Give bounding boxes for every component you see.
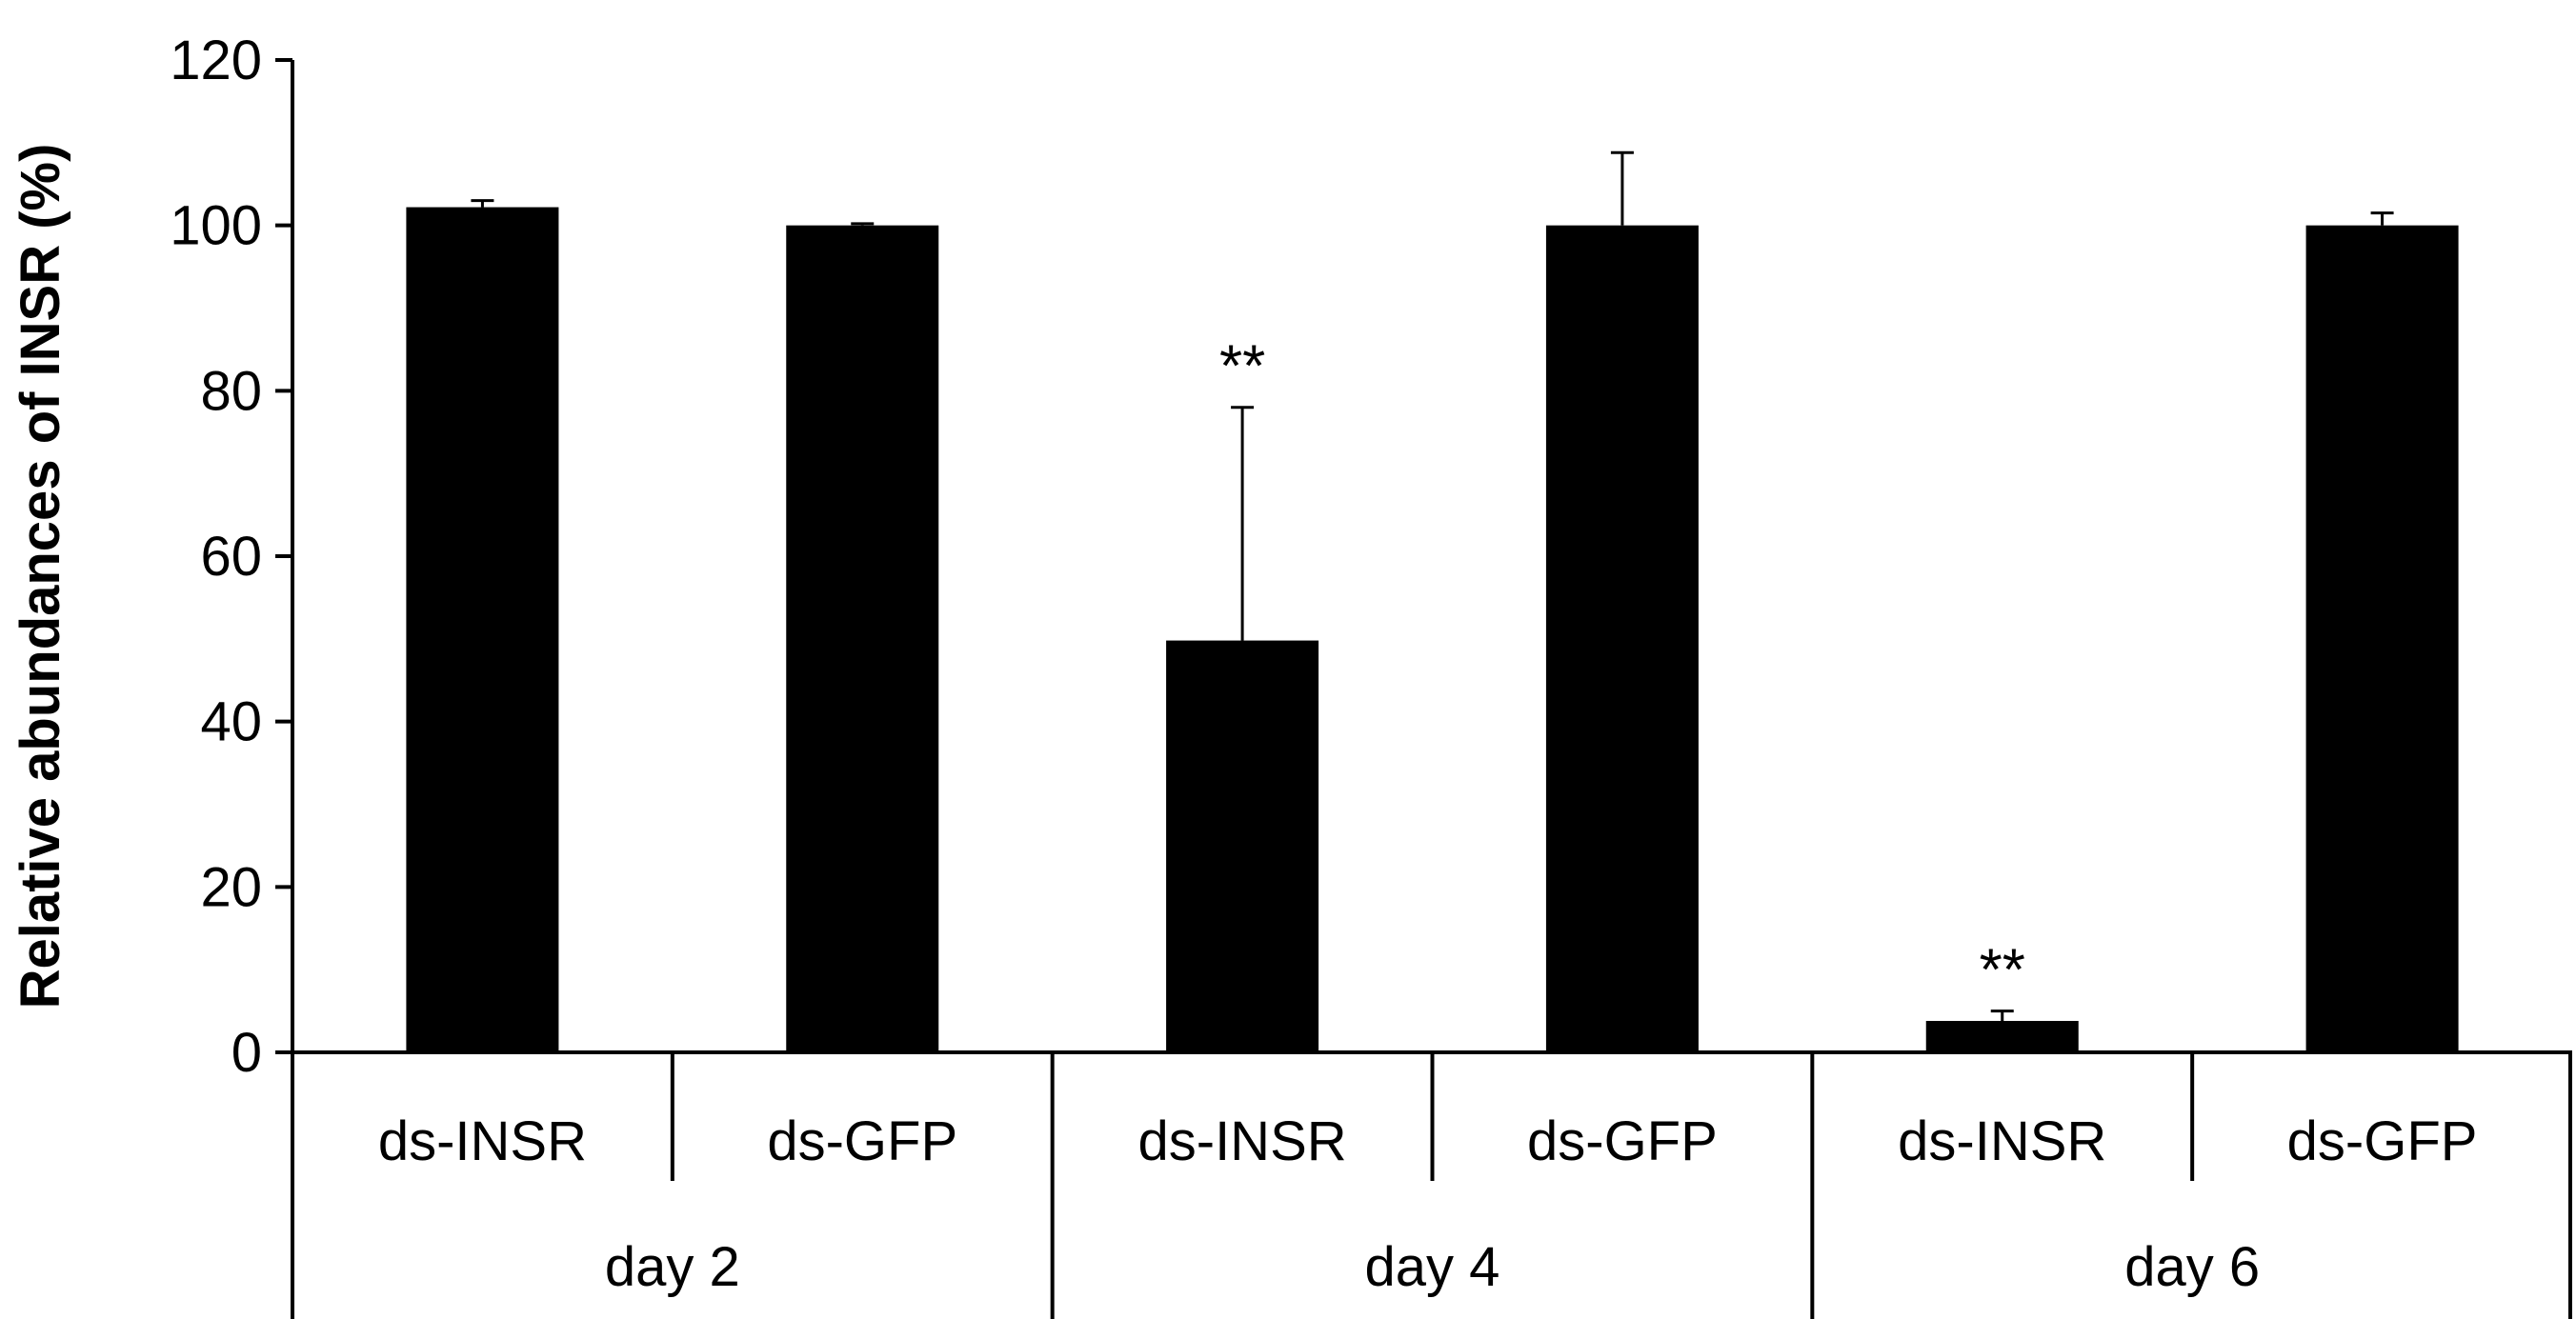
significance-marker: ** [1219,334,1265,400]
bars [406,207,2459,1052]
bar-day6-ds-INSR [1925,1021,2079,1052]
axes [291,60,2572,1319]
error-bars [471,150,2394,1022]
group-labels: day 2 day 4 day 6 [605,1236,2260,1298]
group-label: day 2 [605,1236,740,1298]
bar-day2-ds-GFP [786,225,939,1052]
significance-marker: ** [1980,938,2025,1004]
group-label: day 6 [2124,1236,2260,1298]
y-axis-title: Relative abundances of INSR (%) [10,144,71,1009]
bar-day4-ds-GFP [1545,225,1699,1052]
category-label: ds-INSR [1898,1110,2106,1172]
y-axis-ticks: 0 20 40 60 80 100 120 [170,30,292,1084]
y-tick-label: 100 [170,195,262,257]
category-labels: ds-INSR ds-GFP ds-INSR ds-GFP ds-INSR ds-GFP [378,1110,2478,1172]
category-label: ds-INSR [378,1110,587,1172]
bar-day6-ds-GFP [2305,225,2459,1052]
y-tick-label: 60 [200,526,262,588]
y-tick-label: 0 [231,1022,262,1084]
significance-markers: ** ** [1219,334,2025,1004]
bar-day2-ds-INSR [406,207,559,1052]
y-tick-label: 40 [200,691,262,753]
category-label: ds-INSR [1138,1110,1347,1172]
y-tick-label: 20 [200,856,262,918]
y-tick-label: 120 [170,30,262,91]
category-label: ds-GFP [767,1110,957,1172]
category-label: ds-GFP [1527,1110,1718,1172]
category-label: ds-GFP [2287,1110,2478,1172]
y-tick-label: 80 [200,360,262,422]
group-label: day 4 [1365,1236,1500,1298]
bar-day4-ds-INSR [1166,640,1319,1052]
